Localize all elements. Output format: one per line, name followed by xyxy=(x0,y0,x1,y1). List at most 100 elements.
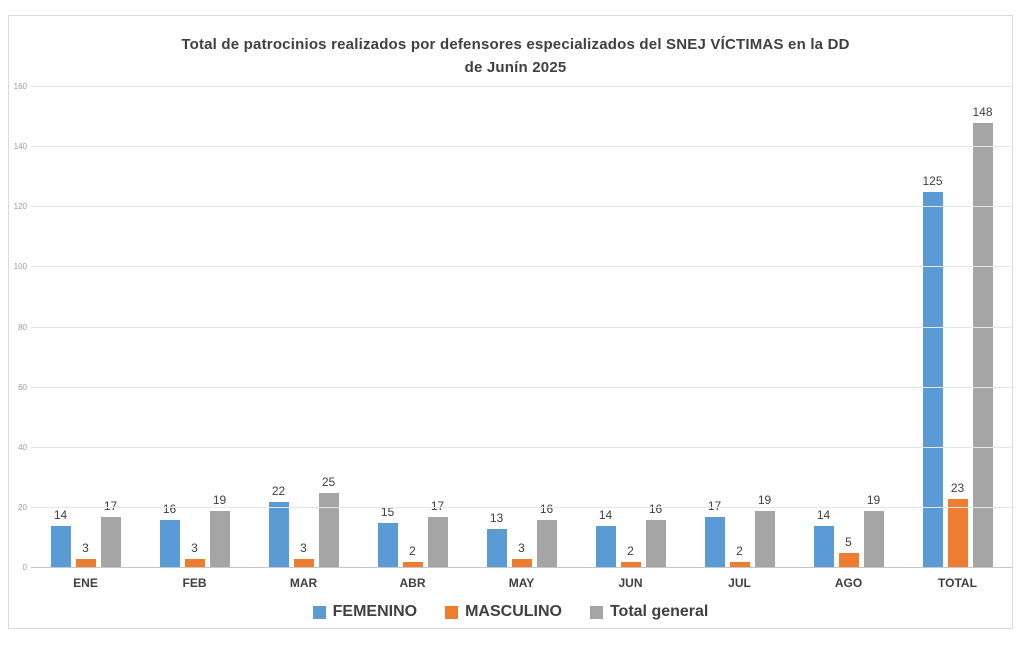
bar-total-general[interactable]: 19 xyxy=(863,494,884,568)
data-label: 25 xyxy=(321,474,336,489)
data-label: 3 xyxy=(191,540,198,555)
bar-femenino[interactable]: 13 xyxy=(486,512,507,568)
data-label: 19 xyxy=(757,492,772,507)
bar-group: 14 2 16 xyxy=(576,87,685,568)
data-label: 14 xyxy=(53,507,68,522)
x-axis-category-label: JUN xyxy=(618,576,643,590)
chart-title: Total de patrocinios realizados por defe… xyxy=(49,33,982,79)
x-axis-line xyxy=(31,567,1012,568)
data-label: 15 xyxy=(380,504,395,519)
x-axis-category-label: MAY xyxy=(508,576,535,590)
gridline xyxy=(31,146,1012,148)
y-axis-tick-label: 40 xyxy=(18,442,27,452)
bar-masculino[interactable]: 3 xyxy=(184,542,205,568)
bar-femenino[interactable]: 125 xyxy=(922,175,943,568)
bar-total-general[interactable]: 148 xyxy=(972,106,993,568)
data-label: 16 xyxy=(539,501,554,516)
bar-femenino[interactable]: 16 xyxy=(159,503,180,568)
bar-masculino[interactable]: 3 xyxy=(75,542,96,568)
legend-label: Total general xyxy=(609,603,709,620)
gridline xyxy=(31,266,1012,268)
data-label: 2 xyxy=(736,544,743,558)
data-label: 5 xyxy=(845,534,852,549)
y-axis-tick-label: 120 xyxy=(13,202,27,212)
legend-item-masculino[interactable]: MASCULINO xyxy=(445,603,562,621)
gridline xyxy=(31,446,1012,448)
y-axis-tick-label: 160 xyxy=(13,82,27,91)
bar-group: 125 23 148 xyxy=(903,87,1012,568)
legend: FEMENINO MASCULINO Total general xyxy=(9,603,1012,621)
y-axis-tick-label: 100 xyxy=(13,262,27,272)
gridline xyxy=(31,326,1012,328)
y-axis-tick-label: 0 xyxy=(22,563,27,572)
data-label: 19 xyxy=(866,492,881,507)
y-axis-tick-label: 140 xyxy=(13,142,27,152)
data-label: 17 xyxy=(431,500,444,512)
data-label: 16 xyxy=(648,501,663,516)
bar-group: 13 3 16 xyxy=(467,87,576,568)
y-axis-tick-label: 20 xyxy=(18,502,27,512)
chart-title-line-1: Total de patrocinios realizados por defe… xyxy=(181,36,850,53)
bar-masculino[interactable]: 2 xyxy=(402,545,423,568)
bar-total-general[interactable]: 19 xyxy=(754,494,775,568)
data-label: 148 xyxy=(972,105,993,120)
bar-total-general[interactable]: 16 xyxy=(645,503,666,568)
bar-total-general[interactable]: 17 xyxy=(427,500,448,568)
data-label: 19 xyxy=(212,492,227,507)
legend-item-total-general[interactable]: Total general xyxy=(589,603,709,621)
bar-groups: 14 3 17 16 3 19 22 3 25 15 2 17 13 3 16 14 2 16 17 2 19 14 5 19… xyxy=(31,87,1012,568)
x-axis-category-label: TOTAL xyxy=(938,576,977,590)
data-label: 22 xyxy=(271,483,286,498)
bar-total-general[interactable]: 16 xyxy=(536,503,557,568)
bar-group: 14 3 17 xyxy=(31,87,140,568)
data-label: 2 xyxy=(627,544,634,558)
legend-swatch-icon xyxy=(312,605,326,619)
legend-swatch-icon xyxy=(445,605,459,619)
legend-item-femenino[interactable]: FEMENINO xyxy=(312,603,418,621)
bar-femenino[interactable]: 22 xyxy=(268,485,289,568)
data-label: 13 xyxy=(489,510,504,525)
y-axis-tick-label: 60 xyxy=(18,382,27,392)
bar-masculino[interactable]: 23 xyxy=(947,482,968,568)
bar-masculino[interactable]: 3 xyxy=(293,542,314,568)
data-label: 3 xyxy=(300,540,307,555)
data-label: 2 xyxy=(409,544,416,558)
legend-label: FEMENINO xyxy=(332,603,418,620)
x-axis-category-label: AGO xyxy=(834,576,863,590)
bar-group: 17 2 19 xyxy=(685,87,794,568)
y-axis-tick-label: 80 xyxy=(18,322,27,332)
x-axis-labels: ENE FEB MAR ABR MAY JUN JUL AGO TOTAL xyxy=(31,576,1012,590)
bar-total-general[interactable]: 17 xyxy=(100,500,121,568)
bar-femenino[interactable]: 14 xyxy=(50,509,71,568)
bar-masculino[interactable]: 5 xyxy=(838,536,859,568)
chart-frame[interactable]: Total de patrocinios realizados por defe… xyxy=(8,15,1013,629)
data-label: 23 xyxy=(950,480,965,495)
bar-masculino[interactable]: 2 xyxy=(620,545,641,568)
bar-femenino[interactable]: 14 xyxy=(813,509,834,568)
gridline xyxy=(31,86,1012,87)
bar-femenino[interactable]: 15 xyxy=(377,506,398,568)
x-axis-category-label: ENE xyxy=(73,576,98,590)
bar-group: 16 3 19 xyxy=(140,87,249,568)
data-label: 3 xyxy=(82,540,89,555)
bar-masculino[interactable]: 2 xyxy=(729,545,750,568)
data-label: 125 xyxy=(922,174,943,189)
data-label: 3 xyxy=(518,540,525,555)
bar-group: 15 2 17 xyxy=(358,87,467,568)
bar-femenino[interactable]: 17 xyxy=(704,500,725,568)
gridline xyxy=(31,206,1012,208)
data-label: 17 xyxy=(708,500,721,512)
bar-group: 22 3 25 xyxy=(249,87,358,568)
bar-masculino[interactable]: 3 xyxy=(511,542,532,568)
data-label: 17 xyxy=(104,500,117,512)
bar-total-general[interactable]: 19 xyxy=(209,494,230,568)
bar-total-general[interactable]: 25 xyxy=(318,476,339,568)
plot-area: 14 3 17 16 3 19 22 3 25 15 2 17 13 3 16 14 2 16 17 2 19 14 5 19… xyxy=(31,86,1012,568)
bar-femenino[interactable]: 14 xyxy=(595,509,616,568)
x-axis-category-label: JUL xyxy=(728,576,751,590)
gridline xyxy=(31,506,1012,508)
data-label: 16 xyxy=(162,501,177,516)
chart-title-line-2: de Junín 2025 xyxy=(464,59,567,76)
legend-label: MASCULINO xyxy=(465,603,562,620)
bar-group: 14 5 19 xyxy=(794,87,903,568)
